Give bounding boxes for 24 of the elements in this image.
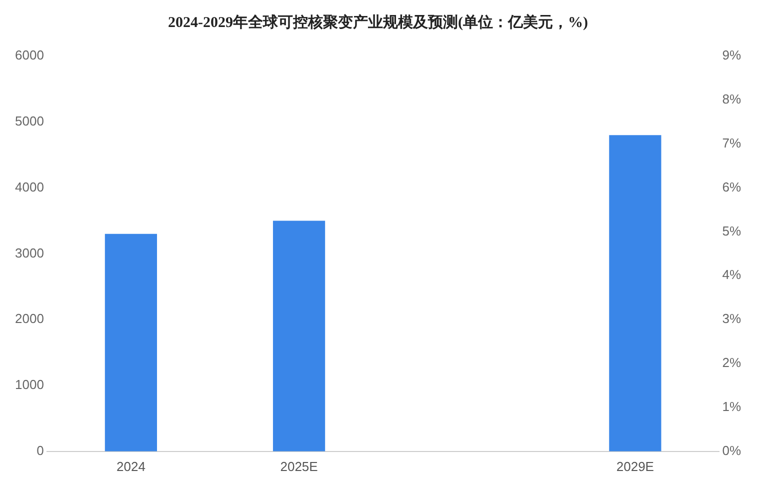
y2-tick-label: 6% bbox=[722, 179, 742, 194]
y-tick-label: 1000 bbox=[15, 377, 44, 392]
y2-tick-label: 8% bbox=[722, 92, 742, 107]
y2-tick-label: 9% bbox=[722, 48, 742, 63]
bar bbox=[104, 234, 158, 452]
bar bbox=[272, 220, 326, 452]
y2-tick-label: 3% bbox=[722, 311, 742, 326]
chart-title: 2024-2029年全球可控核聚变产业规模及预测(单位：亿美元，%) bbox=[168, 12, 588, 31]
bar bbox=[609, 135, 662, 452]
x-tick-label: 2029E bbox=[616, 458, 654, 474]
x-tick-label: 2024 bbox=[116, 458, 146, 474]
y-tick-label: 0 bbox=[36, 442, 44, 458]
x-tick-label: 2025E bbox=[280, 458, 318, 474]
y-tick-label: 5000 bbox=[15, 113, 44, 128]
y2-tick-label: 2% bbox=[722, 355, 742, 370]
y-tick-label: 6000 bbox=[15, 48, 44, 63]
y2-tick-label: 5% bbox=[722, 223, 742, 238]
y-tick-label: 2000 bbox=[15, 311, 44, 326]
y2-tick-label: 0% bbox=[722, 442, 742, 458]
y2-tick-label: 7% bbox=[722, 135, 742, 150]
y2-tick-label: 1% bbox=[722, 399, 742, 414]
y-tick-label: 3000 bbox=[15, 245, 44, 260]
y-tick-label: 4000 bbox=[15, 179, 44, 194]
y2-tick-label: 4% bbox=[722, 267, 742, 282]
